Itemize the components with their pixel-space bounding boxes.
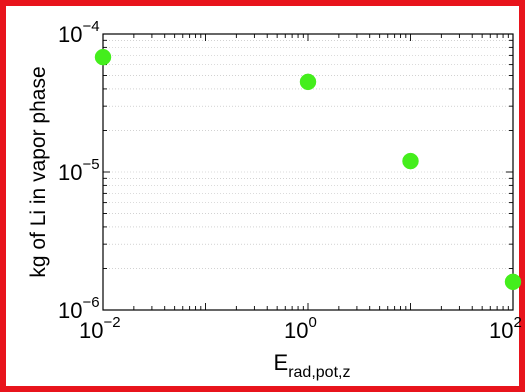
tick-labels: 10−4 10−5 10−610−2 100 102: [58, 18, 522, 343]
y-tick-label: 10−5: [58, 156, 100, 185]
data-point: [299, 73, 317, 91]
data-point: [94, 48, 112, 66]
y-axis-label: kg of Li in vapor phase: [27, 66, 50, 277]
x-axis-label-main: E: [274, 350, 289, 375]
y-tick-label: 10−4: [58, 18, 100, 47]
data-point: [402, 152, 419, 170]
x-tick-label: 102: [489, 314, 522, 343]
axis-ticks: [102, 34, 513, 311]
x-tick-label: 10−2: [79, 314, 121, 343]
x-tick-label: 100: [284, 314, 317, 343]
grid-lines: [103, 33, 513, 269]
x-axis-label: Erad,pot,z: [274, 350, 351, 381]
y-tick-label: 10−6: [58, 294, 100, 323]
x-axis-label-subscript: rad,pot,z: [288, 364, 350, 381]
data-point: [504, 273, 522, 291]
data-points: [94, 48, 522, 291]
